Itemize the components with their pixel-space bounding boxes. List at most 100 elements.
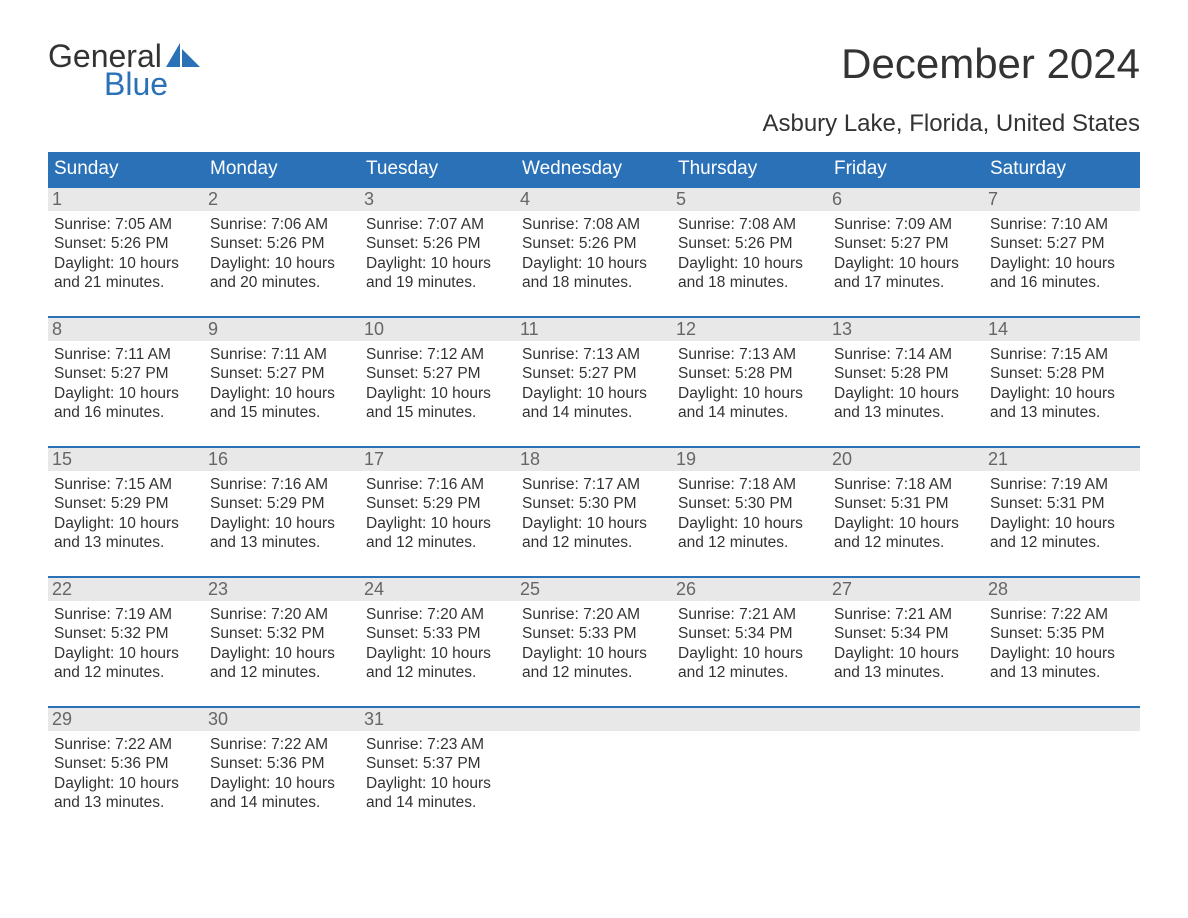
daylight-text-2: and 19 minutes.: [366, 273, 510, 292]
day-number: 2: [204, 188, 360, 211]
dow-tuesday: Tuesday: [360, 152, 516, 186]
day-cell: 3Sunrise: 7:07 AMSunset: 5:26 PMDaylight…: [360, 188, 516, 298]
week-row: 15Sunrise: 7:15 AMSunset: 5:29 PMDayligh…: [48, 446, 1140, 558]
sunset-text: Sunset: 5:30 PM: [522, 494, 666, 513]
day-of-week-header: SundayMondayTuesdayWednesdayThursdayFrid…: [48, 152, 1140, 186]
daylight-text-2: and 16 minutes.: [990, 273, 1134, 292]
sunrise-text: Sunrise: 7:08 AM: [678, 215, 822, 234]
day-number: [516, 708, 672, 731]
day-body: Sunrise: 7:13 AMSunset: 5:28 PMDaylight:…: [672, 341, 828, 427]
daylight-text-1: Daylight: 10 hours: [990, 644, 1134, 663]
sunset-text: Sunset: 5:26 PM: [522, 234, 666, 253]
sunset-text: Sunset: 5:29 PM: [366, 494, 510, 513]
logo-text-2: Blue: [48, 68, 202, 100]
day-cell: 9Sunrise: 7:11 AMSunset: 5:27 PMDaylight…: [204, 318, 360, 428]
day-number: 1: [48, 188, 204, 211]
sunrise-text: Sunrise: 7:07 AM: [366, 215, 510, 234]
sunset-text: Sunset: 5:29 PM: [54, 494, 198, 513]
day-number: 17: [360, 448, 516, 471]
day-cell: 20Sunrise: 7:18 AMSunset: 5:31 PMDayligh…: [828, 448, 984, 558]
day-number: 14: [984, 318, 1140, 341]
day-body: Sunrise: 7:18 AMSunset: 5:31 PMDaylight:…: [828, 471, 984, 557]
day-number: 13: [828, 318, 984, 341]
daylight-text-1: Daylight: 10 hours: [834, 384, 978, 403]
day-number: 6: [828, 188, 984, 211]
day-cell: 26Sunrise: 7:21 AMSunset: 5:34 PMDayligh…: [672, 578, 828, 688]
sunset-text: Sunset: 5:26 PM: [54, 234, 198, 253]
day-cell: 11Sunrise: 7:13 AMSunset: 5:27 PMDayligh…: [516, 318, 672, 428]
location: Asbury Lake, Florida, United States: [48, 110, 1140, 138]
dow-saturday: Saturday: [984, 152, 1140, 186]
sunset-text: Sunset: 5:36 PM: [54, 754, 198, 773]
day-number: 20: [828, 448, 984, 471]
dow-monday: Monday: [204, 152, 360, 186]
sunrise-text: Sunrise: 7:22 AM: [210, 735, 354, 754]
daylight-text-2: and 12 minutes.: [210, 663, 354, 682]
day-number: 5: [672, 188, 828, 211]
daylight-text-1: Daylight: 10 hours: [678, 384, 822, 403]
sunset-text: Sunset: 5:32 PM: [210, 624, 354, 643]
daylight-text-2: and 12 minutes.: [990, 533, 1134, 552]
sunrise-text: Sunrise: 7:17 AM: [522, 475, 666, 494]
day-body: Sunrise: 7:18 AMSunset: 5:30 PMDaylight:…: [672, 471, 828, 557]
daylight-text-2: and 14 minutes.: [678, 403, 822, 422]
daylight-text-2: and 14 minutes.: [366, 793, 510, 812]
day-body: Sunrise: 7:12 AMSunset: 5:27 PMDaylight:…: [360, 341, 516, 427]
day-number: 16: [204, 448, 360, 471]
sunrise-text: Sunrise: 7:23 AM: [366, 735, 510, 754]
sunset-text: Sunset: 5:37 PM: [366, 754, 510, 773]
sunrise-text: Sunrise: 7:20 AM: [210, 605, 354, 624]
day-body: Sunrise: 7:21 AMSunset: 5:34 PMDaylight:…: [828, 601, 984, 687]
day-body: Sunrise: 7:09 AMSunset: 5:27 PMDaylight:…: [828, 211, 984, 297]
daylight-text-1: Daylight: 10 hours: [522, 384, 666, 403]
week-row: 8Sunrise: 7:11 AMSunset: 5:27 PMDaylight…: [48, 316, 1140, 428]
daylight-text-1: Daylight: 10 hours: [210, 644, 354, 663]
daylight-text-2: and 13 minutes.: [54, 533, 198, 552]
sunrise-text: Sunrise: 7:13 AM: [522, 345, 666, 364]
daylight-text-2: and 13 minutes.: [54, 793, 198, 812]
day-cell: 21Sunrise: 7:19 AMSunset: 5:31 PMDayligh…: [984, 448, 1140, 558]
dow-sunday: Sunday: [48, 152, 204, 186]
sunrise-text: Sunrise: 7:18 AM: [834, 475, 978, 494]
day-cell: 16Sunrise: 7:16 AMSunset: 5:29 PMDayligh…: [204, 448, 360, 558]
daylight-text-1: Daylight: 10 hours: [366, 644, 510, 663]
day-body: Sunrise: 7:08 AMSunset: 5:26 PMDaylight:…: [516, 211, 672, 297]
dow-wednesday: Wednesday: [516, 152, 672, 186]
day-number: [984, 708, 1140, 731]
daylight-text-2: and 15 minutes.: [210, 403, 354, 422]
day-number: 12: [672, 318, 828, 341]
daylight-text-2: and 14 minutes.: [210, 793, 354, 812]
daylight-text-2: and 17 minutes.: [834, 273, 978, 292]
day-cell: 5Sunrise: 7:08 AMSunset: 5:26 PMDaylight…: [672, 188, 828, 298]
day-cell: [984, 708, 1140, 818]
sunset-text: Sunset: 5:27 PM: [210, 364, 354, 383]
sunset-text: Sunset: 5:27 PM: [834, 234, 978, 253]
sunrise-text: Sunrise: 7:16 AM: [210, 475, 354, 494]
day-number: 3: [360, 188, 516, 211]
sunrise-text: Sunrise: 7:22 AM: [54, 735, 198, 754]
day-number: 9: [204, 318, 360, 341]
day-body: Sunrise: 7:05 AMSunset: 5:26 PMDaylight:…: [48, 211, 204, 297]
day-cell: 24Sunrise: 7:20 AMSunset: 5:33 PMDayligh…: [360, 578, 516, 688]
sunrise-text: Sunrise: 7:10 AM: [990, 215, 1134, 234]
daylight-text-1: Daylight: 10 hours: [54, 514, 198, 533]
daylight-text-1: Daylight: 10 hours: [366, 384, 510, 403]
day-body: Sunrise: 7:19 AMSunset: 5:32 PMDaylight:…: [48, 601, 204, 687]
day-cell: 1Sunrise: 7:05 AMSunset: 5:26 PMDaylight…: [48, 188, 204, 298]
day-number: 29: [48, 708, 204, 731]
daylight-text-2: and 12 minutes.: [678, 663, 822, 682]
day-number: 23: [204, 578, 360, 601]
daylight-text-1: Daylight: 10 hours: [522, 644, 666, 663]
day-body: Sunrise: 7:22 AMSunset: 5:36 PMDaylight:…: [204, 731, 360, 817]
day-cell: 14Sunrise: 7:15 AMSunset: 5:28 PMDayligh…: [984, 318, 1140, 428]
daylight-text-2: and 12 minutes.: [834, 533, 978, 552]
daylight-text-2: and 12 minutes.: [366, 663, 510, 682]
daylight-text-1: Daylight: 10 hours: [834, 254, 978, 273]
sunrise-text: Sunrise: 7:21 AM: [678, 605, 822, 624]
sunrise-text: Sunrise: 7:22 AM: [990, 605, 1134, 624]
day-body: Sunrise: 7:11 AMSunset: 5:27 PMDaylight:…: [204, 341, 360, 427]
daylight-text-1: Daylight: 10 hours: [834, 514, 978, 533]
sunrise-text: Sunrise: 7:09 AM: [834, 215, 978, 234]
day-number: 31: [360, 708, 516, 731]
day-number: 18: [516, 448, 672, 471]
